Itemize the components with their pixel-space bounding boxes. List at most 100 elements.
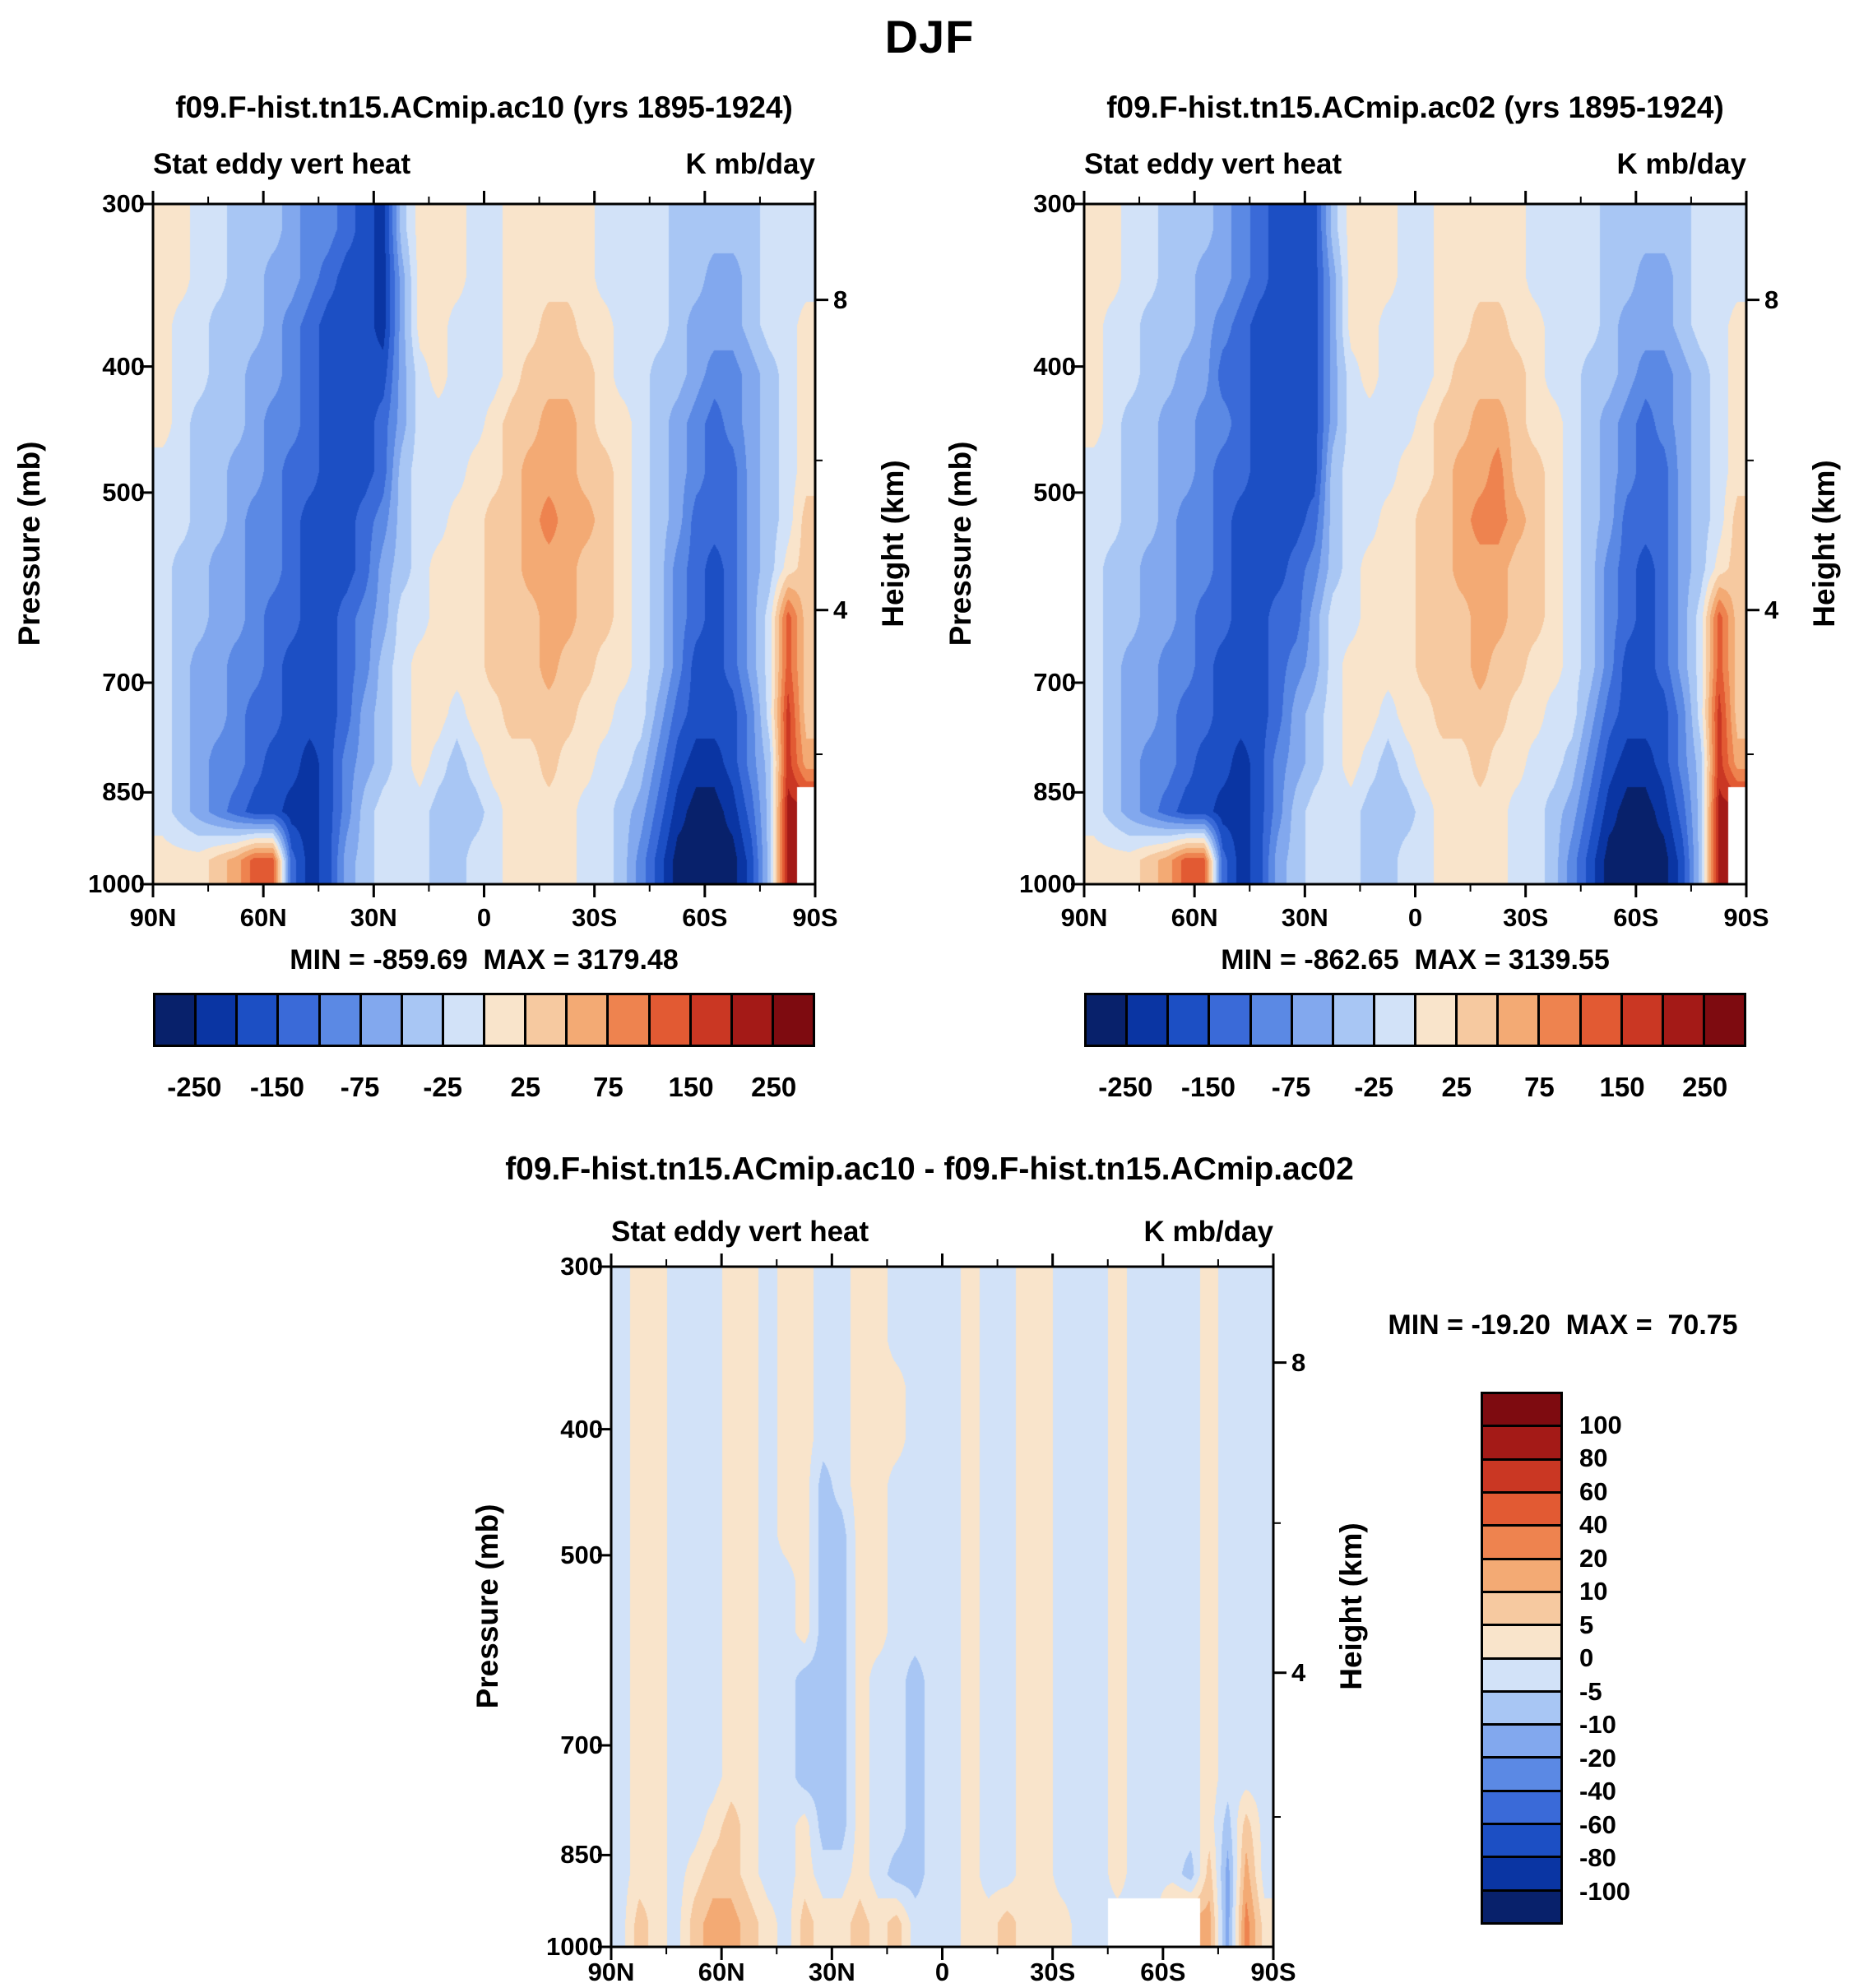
colorbar-cell (197, 995, 239, 1045)
colorbar-cell (1483, 1626, 1560, 1660)
latitude-tick-label: 0 (476, 903, 492, 932)
colorbar-cell (526, 995, 568, 1045)
colorbar-cell (1483, 1493, 1560, 1527)
colorbar-label: 60 (1579, 1476, 1608, 1506)
colorbar-label: -25 (423, 1072, 463, 1102)
pressure-tick-label: 400 (560, 1414, 603, 1444)
latitude-tick-label: 90S (1723, 903, 1769, 932)
latitude-tick-label: 30S (572, 903, 618, 932)
colorbar-cell (1499, 995, 1541, 1045)
colorbar-cell (1483, 1891, 1560, 1922)
min-max-label: MIN = -862.65 MAX = 3139.55 (1221, 944, 1610, 975)
colorbar-cell (1704, 995, 1744, 1045)
latitude-tick-label: 30S (1030, 1958, 1076, 1986)
pressure-tick-label: 850 (560, 1840, 603, 1870)
colorbar-label: -100 (1579, 1876, 1631, 1906)
units-label: K mb/day (1143, 1216, 1273, 1248)
pressure-tick-labels: 300 400 500 700 850 1000 (980, 189, 1076, 898)
colorbar-label: 75 (593, 1072, 624, 1102)
colorbar-label: 25 (1441, 1072, 1472, 1102)
latitude-tick-label: 60N (1171, 903, 1218, 932)
colorbar-cell (402, 995, 444, 1045)
colorbar-label: -20 (1579, 1743, 1616, 1773)
contour-plot (598, 1254, 1286, 1960)
latitude-tick-label: 60S (1613, 903, 1659, 932)
colorbar-cell (650, 995, 692, 1045)
colorbar-label: 80 (1579, 1444, 1608, 1472)
colorbar-cell (609, 995, 651, 1045)
colorbar-cell (1087, 995, 1129, 1045)
panel-title: f09.F-hist.tn15.ACmip.ac02 (yrs 1895-192… (1106, 90, 1724, 124)
colorbar-cell (691, 995, 733, 1045)
pressure-tick-label: 850 (102, 777, 145, 807)
latitude-tick-label: 90S (792, 903, 838, 932)
latitude-tick-label: 0 (1407, 903, 1423, 932)
colorbar-cell (1483, 1825, 1560, 1859)
height-tick-label: 4 (1291, 1657, 1306, 1687)
latitude-tick-label: 60N (698, 1958, 745, 1986)
colorbar-cell (1458, 995, 1500, 1045)
pressure-tick-label: 300 (560, 1252, 603, 1281)
latitude-tick-label: 30N (808, 1958, 855, 1986)
colorbar-label: -150 (1180, 1072, 1235, 1102)
colorbar-label: -75 (340, 1072, 380, 1102)
colorbar-cell (1128, 995, 1170, 1045)
colorbar-label: 75 (1524, 1072, 1555, 1102)
pressure-tick-labels: 300 400 500 700 850 1000 (49, 189, 145, 898)
colorbar-cell (238, 995, 280, 1045)
colorbar-cell (1210, 995, 1252, 1045)
pressure-tick-label: 700 (102, 668, 145, 697)
pressure-tick-label: 850 (1033, 777, 1076, 807)
colorbar-cell (1483, 1791, 1560, 1826)
panel-title: f09.F-hist.tn15.ACmip.ac10 (yrs 1895-192… (175, 90, 793, 124)
colorbar-cells (153, 993, 815, 1047)
min-max-label: MIN = -19.20 MAX = 70.75 (1388, 1309, 1738, 1341)
pressure-tick-label: 1000 (546, 1932, 603, 1961)
colorbar-cell (443, 995, 485, 1045)
figure-title: DJF (884, 11, 975, 63)
colorbar-cell (1483, 1759, 1560, 1792)
colorbar-label: -80 (1579, 1843, 1616, 1872)
pressure-tick-label: 1000 (88, 869, 145, 898)
latitude-tick-label: 60N (239, 903, 287, 932)
colorbar-label: -5 (1579, 1676, 1602, 1706)
pressure-tick-label: 700 (1033, 668, 1076, 697)
min-max-label: MIN = -859.69 MAX = 3179.48 (290, 944, 679, 975)
colorbar-cell (1169, 995, 1211, 1045)
colorbar-label: 25 (510, 1072, 541, 1102)
colorbar-label: -40 (1579, 1777, 1616, 1805)
colorbar-cell (1333, 995, 1375, 1045)
units-label: K mb/day (1616, 148, 1746, 180)
latitude-tick-label: 60S (682, 903, 728, 932)
colorbar-label: 100 (1579, 1410, 1622, 1439)
colorbar-cell (1483, 1858, 1560, 1892)
colorbar-label: 150 (1599, 1072, 1645, 1102)
colorbar-label: -25 (1354, 1072, 1394, 1102)
height-tick-label: 8 (1764, 285, 1779, 314)
colorbar-label: 10 (1579, 1577, 1608, 1606)
pressure-tick-labels: 300 400 500 700 850 1000 (508, 1252, 603, 1961)
colorbar-label: 250 (1682, 1072, 1728, 1102)
colorbar-label: -75 (1271, 1072, 1311, 1102)
colorbar-cell (155, 995, 197, 1045)
latitude-tick-labels: 90N 60N 30N 0 30S 60S 90S (588, 1958, 1296, 1987)
colorbar-cell (1375, 995, 1416, 1045)
height-tick-label: 4 (833, 595, 848, 624)
colorbar-cell (1483, 1394, 1560, 1428)
colorbar-label: -250 (167, 1072, 222, 1102)
colorbar-cell (1483, 1460, 1560, 1494)
colorbar-cell (1483, 1659, 1560, 1693)
units-label: K mb/day (685, 148, 815, 180)
latitude-tick-label: 90N (129, 903, 177, 932)
latitude-tick-label: 30N (1281, 903, 1328, 932)
colorbar-label: -10 (1579, 1710, 1616, 1739)
latitude-tick-label: 90N (587, 1958, 635, 1986)
colorbar (1084, 993, 1746, 1047)
colorbar-cell (1483, 1726, 1560, 1759)
colorbar-cell (568, 995, 610, 1045)
colorbar-cells (1481, 1392, 1563, 1925)
pressure-tick-label: 500 (1033, 477, 1076, 507)
